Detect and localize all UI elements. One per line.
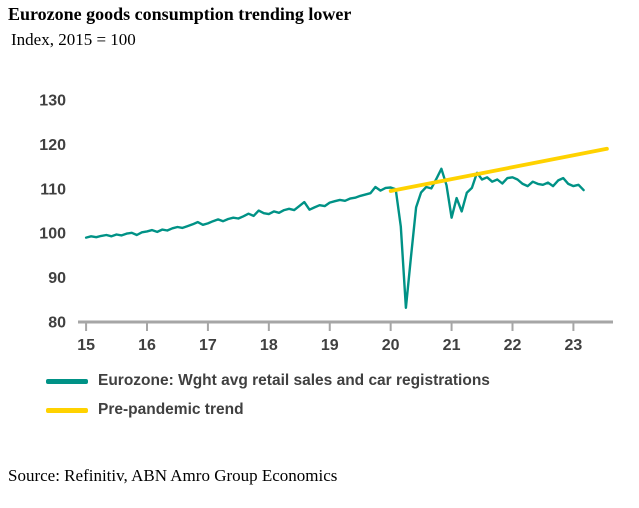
x-tick-label: 18 bbox=[260, 337, 278, 354]
chart-canvas: 15 16 17 18 19 20 21 22 23 80 90 100 110 120 130 bbox=[39, 93, 613, 354]
source-note: Source: Refinitiv, ABN Amro Group Econom… bbox=[8, 466, 338, 485]
chart-legend: Eurozone: Wght avg retail sales and car … bbox=[46, 372, 490, 419]
trend-series-line bbox=[388, 146, 609, 193]
x-tick-label: 21 bbox=[443, 337, 461, 354]
eurozone-series-line bbox=[84, 167, 585, 309]
y-tick-label: 90 bbox=[48, 270, 66, 287]
x-tick-label: 22 bbox=[504, 337, 522, 354]
y-tick-label: 130 bbox=[39, 93, 66, 110]
legend-item-trend: Pre-pandemic trend bbox=[46, 401, 490, 419]
x-tick-label: 23 bbox=[565, 337, 583, 354]
x-tick-label: 20 bbox=[382, 337, 400, 354]
x-tick-label: 17 bbox=[199, 337, 217, 354]
y-tick-label: 110 bbox=[40, 181, 66, 198]
legend-swatch-trend-line bbox=[46, 407, 88, 413]
legend-label-eurozone: Eurozone: Wght avg retail sales and car … bbox=[98, 372, 490, 389]
chart-title: Eurozone goods consumption trending lowe… bbox=[8, 4, 352, 24]
x-tick-label: 19 bbox=[321, 337, 339, 354]
x-tick-label: 15 bbox=[77, 337, 95, 354]
y-tick-label: 100 bbox=[39, 226, 66, 243]
y-tick-label: 120 bbox=[39, 137, 66, 154]
x-tick-label: 16 bbox=[138, 337, 156, 354]
y-tick-label: 80 bbox=[48, 315, 66, 332]
legend-item-eurozone: Eurozone: Wght avg retail sales and car … bbox=[46, 372, 490, 390]
legend-label-trend: Pre-pandemic trend bbox=[98, 401, 244, 418]
chart-subtitle: Index, 2015 = 100 bbox=[11, 30, 136, 49]
legend-swatch-eurozone-line bbox=[46, 378, 88, 384]
